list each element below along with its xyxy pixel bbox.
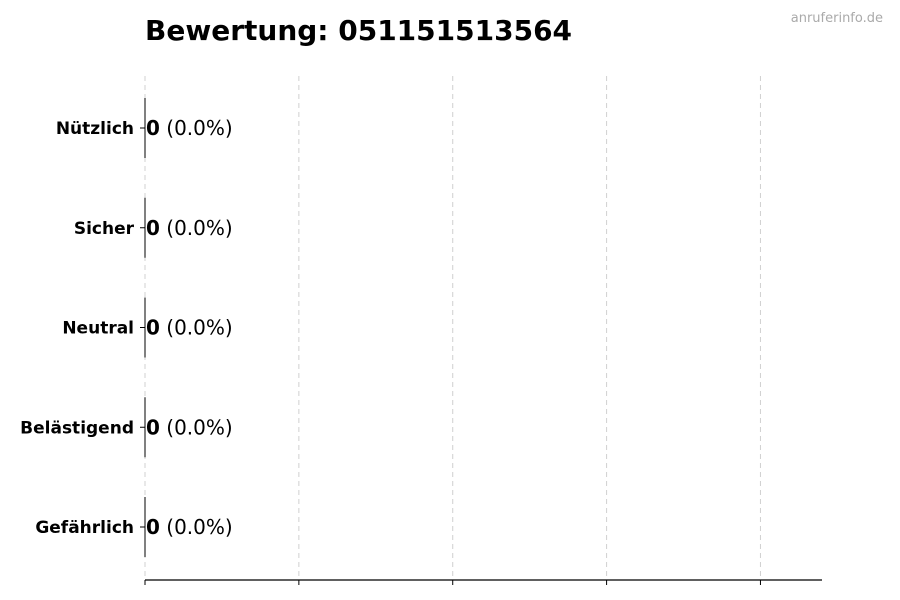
category-label: Neutral: [62, 319, 134, 339]
count-label: 0: [146, 515, 160, 539]
percent-label: (0.0%): [160, 415, 233, 439]
watermark: anruferinfo.de: [791, 11, 883, 26]
gridlines: [144, 76, 761, 580]
count-label: 0: [146, 216, 160, 240]
count-label: 0: [146, 116, 160, 140]
category-label: Gefährlich: [35, 518, 134, 538]
category-label: Belästigend: [20, 418, 134, 438]
bars: 0 (0.0%)0 (0.0%)0 (0.0%)0 (0.0%)0 (0.0%): [144, 98, 233, 557]
percent-label: (0.0%): [160, 116, 233, 140]
percent-label: (0.0%): [160, 316, 233, 340]
x-axis: Nützlich Sicher Neutral Belästigend Gefährli…: [20, 119, 822, 585]
category-label: Sicher: [74, 219, 135, 239]
value-label: 0 (0.0%): [146, 116, 233, 140]
percent-label: (0.0%): [160, 515, 233, 539]
count-label: 0: [146, 316, 160, 340]
value-label: 0 (0.0%): [146, 216, 233, 240]
category-label: Nützlich: [56, 119, 134, 139]
count-label: 0: [146, 415, 160, 439]
percent-label: (0.0%): [160, 216, 233, 240]
value-label: 0 (0.0%): [146, 515, 233, 539]
value-label: 0 (0.0%): [146, 415, 233, 439]
chart-title: Bewertung: 051151513564: [145, 14, 572, 47]
value-label: 0 (0.0%): [146, 316, 233, 340]
